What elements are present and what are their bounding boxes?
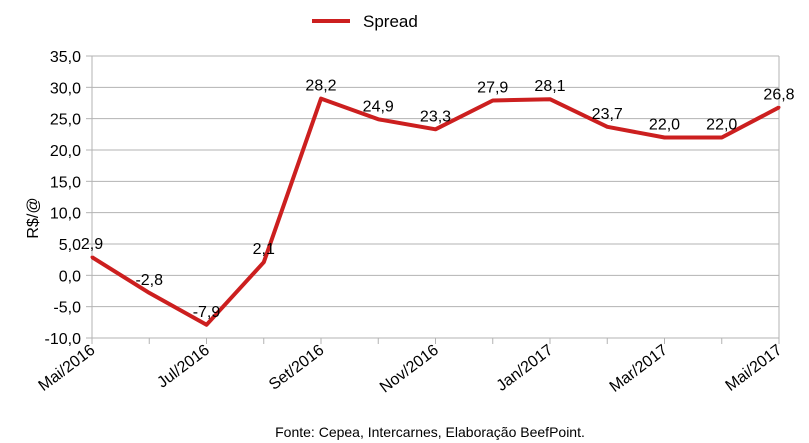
y-tick-label: 0,0 [59, 268, 81, 285]
y-tick-label: -5,0 [53, 300, 81, 317]
x-tick-label: Mai/2017 [723, 342, 786, 395]
data-point [319, 97, 323, 101]
data-point [777, 105, 781, 109]
y-tick-label: 30,0 [50, 80, 81, 97]
y-tick-label: 15,0 [50, 174, 81, 191]
y-tick-labels: -10,0 -5,0 0,0 5,0 10,0 15,0 20,0 25,0 30,0 35,0 [45, 49, 82, 348]
data-label: 28,1 [534, 78, 565, 95]
x-tick-label: Mar/2017 [607, 342, 671, 396]
data-label: 27,9 [477, 79, 508, 96]
data-point [548, 97, 552, 101]
x-tick-label: Jan/2017 [494, 342, 557, 395]
legend-label-spread: Spread [363, 12, 418, 31]
source-note: Fonte: Cepea, Intercarnes, Elaboração Be… [275, 424, 585, 440]
data-point [262, 260, 266, 264]
y-tick-label: -10,0 [45, 331, 82, 348]
data-point [90, 255, 94, 259]
y-tick-label: 20,0 [50, 143, 81, 160]
data-labels: 2,9 -2,8 -7,9 2,1 28,2 24,9 23,3 27,9 28,1 23,7 22… [81, 78, 795, 321]
data-point [434, 127, 437, 131]
data-label: 22,0 [649, 116, 680, 133]
data-point [720, 135, 724, 139]
data-label: 23,3 [420, 108, 451, 125]
data-label: 23,7 [592, 106, 623, 123]
y-tick-label: 25,0 [50, 112, 81, 129]
x-tick-labels: Mai/2016 Jul/2016 Set/2016 Nov/2016 Jan/2017… [36, 342, 786, 397]
y-tick-label: 5,0 [59, 237, 81, 254]
data-label: -2,8 [135, 272, 163, 289]
data-label: 28,2 [305, 78, 336, 95]
y-tick-label: 35,0 [50, 49, 81, 66]
data-label: -7,9 [193, 304, 221, 321]
data-label: 2,9 [81, 236, 103, 253]
y-axis-title: R$/@ [25, 197, 42, 238]
y-tick-label: 10,0 [50, 206, 81, 223]
x-tick-label: Set/2016 [266, 342, 327, 394]
data-label: 24,9 [363, 98, 394, 115]
data-label: 22,0 [706, 116, 737, 133]
series-group [90, 96, 781, 327]
gridlines [92, 55, 779, 339]
data-label: 2,1 [253, 241, 275, 258]
data-point [205, 323, 208, 327]
data-point [663, 135, 666, 139]
data-point [147, 291, 151, 295]
x-tick-label: Jul/2016 [154, 342, 213, 392]
data-point [376, 117, 380, 121]
data-point [491, 98, 495, 102]
legend: Spread [312, 12, 418, 31]
data-point [605, 125, 609, 129]
axes [86, 55, 780, 344]
data-label: 26,8 [763, 86, 794, 103]
x-tick-label: Mai/2016 [36, 342, 99, 395]
x-tick-label: Nov/2016 [377, 342, 442, 397]
